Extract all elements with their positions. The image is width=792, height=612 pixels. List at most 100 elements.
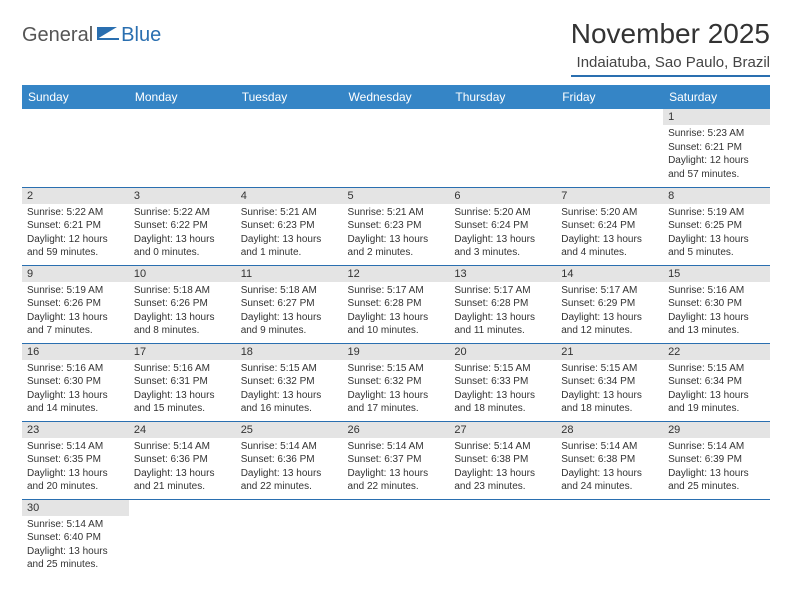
sunrise-text: Sunrise: 5:14 AM	[454, 440, 551, 454]
day-body: Sunrise: 5:18 AMSunset: 6:27 PMDaylight:…	[236, 282, 343, 342]
day-cell: 26Sunrise: 5:14 AMSunset: 6:37 PMDayligh…	[343, 421, 450, 499]
sunset-text: Sunset: 6:35 PM	[27, 453, 124, 467]
page-title: November 2025	[571, 18, 770, 50]
logo-text-general: General	[22, 24, 93, 47]
daylight-text: Daylight: 12 hours and 57 minutes.	[668, 154, 765, 181]
daylight-text: Daylight: 13 hours and 12 minutes.	[561, 311, 658, 338]
dow-cell: Sunday	[22, 85, 129, 109]
sunrise-text: Sunrise: 5:17 AM	[348, 284, 445, 298]
logo-text-blue: Blue	[121, 24, 161, 47]
sunset-text: Sunset: 6:21 PM	[27, 219, 124, 233]
day-cell: 16Sunrise: 5:16 AMSunset: 6:30 PMDayligh…	[22, 343, 129, 421]
day-number: 9	[22, 266, 129, 282]
title-block: November 2025 Indaiatuba, Sao Paulo, Bra…	[571, 18, 770, 77]
sunset-text: Sunset: 6:22 PM	[134, 219, 231, 233]
daylight-text: Daylight: 13 hours and 25 minutes.	[27, 545, 124, 572]
sunset-text: Sunset: 6:25 PM	[668, 219, 765, 233]
day-number: 30	[22, 500, 129, 516]
sunrise-text: Sunrise: 5:16 AM	[134, 362, 231, 376]
day-cell: 20Sunrise: 5:15 AMSunset: 6:33 PMDayligh…	[449, 343, 556, 421]
sunset-text: Sunset: 6:28 PM	[348, 297, 445, 311]
sunrise-text: Sunrise: 5:15 AM	[561, 362, 658, 376]
sunrise-text: Sunrise: 5:14 AM	[134, 440, 231, 454]
sunrise-text: Sunrise: 5:20 AM	[454, 206, 551, 220]
dow-row: SundayMondayTuesdayWednesdayThursdayFrid…	[22, 85, 770, 109]
daylight-text: Daylight: 13 hours and 8 minutes.	[134, 311, 231, 338]
daylight-text: Daylight: 13 hours and 21 minutes.	[134, 467, 231, 494]
day-number: 3	[129, 188, 236, 204]
day-number: 2	[22, 188, 129, 204]
day-cell: 19Sunrise: 5:15 AMSunset: 6:32 PMDayligh…	[343, 343, 450, 421]
day-number: 4	[236, 188, 343, 204]
daylight-text: Daylight: 13 hours and 20 minutes.	[27, 467, 124, 494]
day-body: Sunrise: 5:16 AMSunset: 6:30 PMDaylight:…	[22, 360, 129, 420]
day-body: Sunrise: 5:14 AMSunset: 6:37 PMDaylight:…	[343, 438, 450, 498]
day-cell: 2Sunrise: 5:22 AMSunset: 6:21 PMDaylight…	[22, 187, 129, 265]
day-number: 10	[129, 266, 236, 282]
empty-cell	[556, 499, 663, 577]
day-body: Sunrise: 5:14 AMSunset: 6:35 PMDaylight:…	[22, 438, 129, 498]
daylight-text: Daylight: 12 hours and 59 minutes.	[27, 233, 124, 260]
daylight-text: Daylight: 13 hours and 18 minutes.	[561, 389, 658, 416]
daylight-text: Daylight: 13 hours and 7 minutes.	[27, 311, 124, 338]
daylight-text: Daylight: 13 hours and 4 minutes.	[561, 233, 658, 260]
day-cell: 15Sunrise: 5:16 AMSunset: 6:30 PMDayligh…	[663, 265, 770, 343]
day-body: Sunrise: 5:20 AMSunset: 6:24 PMDaylight:…	[556, 204, 663, 264]
day-number: 5	[343, 188, 450, 204]
day-number: 25	[236, 422, 343, 438]
sunrise-text: Sunrise: 5:19 AM	[668, 206, 765, 220]
sunrise-text: Sunrise: 5:15 AM	[668, 362, 765, 376]
day-body: Sunrise: 5:14 AMSunset: 6:36 PMDaylight:…	[129, 438, 236, 498]
day-body: Sunrise: 5:19 AMSunset: 6:25 PMDaylight:…	[663, 204, 770, 264]
sunset-text: Sunset: 6:23 PM	[241, 219, 338, 233]
sunset-text: Sunset: 6:24 PM	[561, 219, 658, 233]
day-number: 17	[129, 344, 236, 360]
day-number: 11	[236, 266, 343, 282]
empty-cell	[663, 499, 770, 577]
day-body: Sunrise: 5:20 AMSunset: 6:24 PMDaylight:…	[449, 204, 556, 264]
day-cell: 18Sunrise: 5:15 AMSunset: 6:32 PMDayligh…	[236, 343, 343, 421]
day-body: Sunrise: 5:15 AMSunset: 6:34 PMDaylight:…	[663, 360, 770, 420]
day-body: Sunrise: 5:14 AMSunset: 6:36 PMDaylight:…	[236, 438, 343, 498]
day-cell: 9Sunrise: 5:19 AMSunset: 6:26 PMDaylight…	[22, 265, 129, 343]
day-number: 13	[449, 266, 556, 282]
sunset-text: Sunset: 6:26 PM	[134, 297, 231, 311]
day-body: Sunrise: 5:16 AMSunset: 6:30 PMDaylight:…	[663, 282, 770, 342]
sunset-text: Sunset: 6:31 PM	[134, 375, 231, 389]
sunset-text: Sunset: 6:32 PM	[241, 375, 338, 389]
day-number: 8	[663, 188, 770, 204]
sunset-text: Sunset: 6:38 PM	[561, 453, 658, 467]
day-cell: 24Sunrise: 5:14 AMSunset: 6:36 PMDayligh…	[129, 421, 236, 499]
sunrise-text: Sunrise: 5:17 AM	[454, 284, 551, 298]
sunrise-text: Sunrise: 5:14 AM	[27, 440, 124, 454]
sunset-text: Sunset: 6:36 PM	[241, 453, 338, 467]
sunset-text: Sunset: 6:36 PM	[134, 453, 231, 467]
sunset-text: Sunset: 6:30 PM	[27, 375, 124, 389]
day-cell: 4Sunrise: 5:21 AMSunset: 6:23 PMDaylight…	[236, 187, 343, 265]
daylight-text: Daylight: 13 hours and 0 minutes.	[134, 233, 231, 260]
empty-cell	[129, 109, 236, 187]
sunrise-text: Sunrise: 5:20 AM	[561, 206, 658, 220]
sunrise-text: Sunrise: 5:18 AM	[134, 284, 231, 298]
day-body: Sunrise: 5:22 AMSunset: 6:21 PMDaylight:…	[22, 204, 129, 264]
sunset-text: Sunset: 6:37 PM	[348, 453, 445, 467]
day-body: Sunrise: 5:14 AMSunset: 6:39 PMDaylight:…	[663, 438, 770, 498]
sunrise-text: Sunrise: 5:14 AM	[668, 440, 765, 454]
daylight-text: Daylight: 13 hours and 13 minutes.	[668, 311, 765, 338]
sunset-text: Sunset: 6:29 PM	[561, 297, 658, 311]
sunset-text: Sunset: 6:38 PM	[454, 453, 551, 467]
day-cell: 29Sunrise: 5:14 AMSunset: 6:39 PMDayligh…	[663, 421, 770, 499]
day-cell: 22Sunrise: 5:15 AMSunset: 6:34 PMDayligh…	[663, 343, 770, 421]
day-cell: 7Sunrise: 5:20 AMSunset: 6:24 PMDaylight…	[556, 187, 663, 265]
sunrise-text: Sunrise: 5:18 AM	[241, 284, 338, 298]
day-number: 23	[22, 422, 129, 438]
empty-cell	[22, 109, 129, 187]
day-body: Sunrise: 5:23 AMSunset: 6:21 PMDaylight:…	[663, 125, 770, 185]
week-row: 16Sunrise: 5:16 AMSunset: 6:30 PMDayligh…	[22, 343, 770, 421]
calendar-table: SundayMondayTuesdayWednesdayThursdayFrid…	[22, 85, 770, 577]
dow-cell: Wednesday	[343, 85, 450, 109]
daylight-text: Daylight: 13 hours and 15 minutes.	[134, 389, 231, 416]
daylight-text: Daylight: 13 hours and 22 minutes.	[241, 467, 338, 494]
day-body: Sunrise: 5:15 AMSunset: 6:32 PMDaylight:…	[343, 360, 450, 420]
daylight-text: Daylight: 13 hours and 2 minutes.	[348, 233, 445, 260]
